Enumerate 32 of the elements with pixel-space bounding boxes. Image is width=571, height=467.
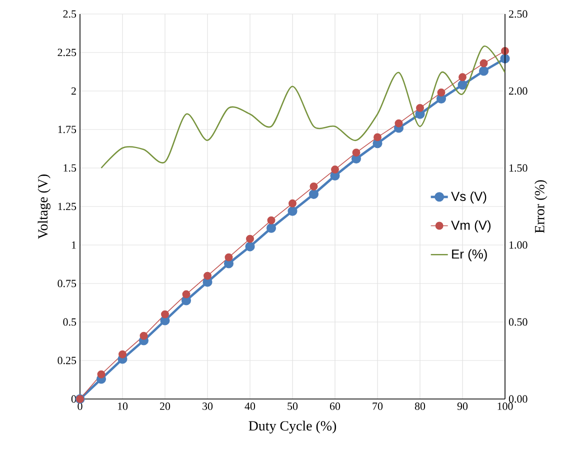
y-tick-label: 1.5	[64, 164, 76, 172]
y-tick-label: 0.5	[63, 318, 76, 326]
x-tick-label: 90	[457, 402, 468, 410]
x-tick-label: 80	[414, 402, 426, 410]
y-tick-label: 0.75	[58, 280, 76, 288]
y-tick-label: 2	[71, 87, 76, 95]
y2-axis-title: Error (%)	[534, 180, 548, 234]
x-tick-label: 20	[160, 402, 170, 410]
y2-tick-label: 0.00	[508, 395, 528, 403]
y-axis-title: Voltage (V)	[38, 174, 50, 239]
y-tick-label: 1.75	[58, 126, 76, 134]
x-tick-label: 10	[118, 402, 128, 410]
x-tick-label: 60	[330, 402, 340, 410]
y2-tick-label: 1.50	[509, 164, 528, 172]
x-tick-label: 70	[372, 402, 383, 410]
x-tick-label: 30	[202, 402, 213, 410]
y2-tick-label: 1.00	[509, 241, 528, 249]
y-tick-label: 1.25	[58, 202, 76, 210]
legend-label: Vs (V)	[451, 191, 486, 204]
y-tick-label: 2.25	[58, 48, 76, 56]
legend-label: Er (%)	[452, 249, 487, 262]
y2-tick-label: 2.00	[509, 87, 528, 95]
x-axis-title: Duty Cycle (%)	[248, 420, 336, 434]
x-tick-label: 100	[498, 402, 513, 410]
legend-label: Vm (V)	[451, 220, 491, 232]
x-tick-label: 50	[288, 402, 298, 410]
x-tick-label: 40	[244, 402, 256, 410]
y-tick-label: 0.25	[58, 356, 76, 364]
y-tick-label: 2.5	[63, 10, 76, 18]
y2-tick-label: 2.50	[509, 10, 528, 18]
y2-tick-label: 0.50	[508, 318, 528, 326]
y-tick-label: 1	[72, 241, 76, 249]
